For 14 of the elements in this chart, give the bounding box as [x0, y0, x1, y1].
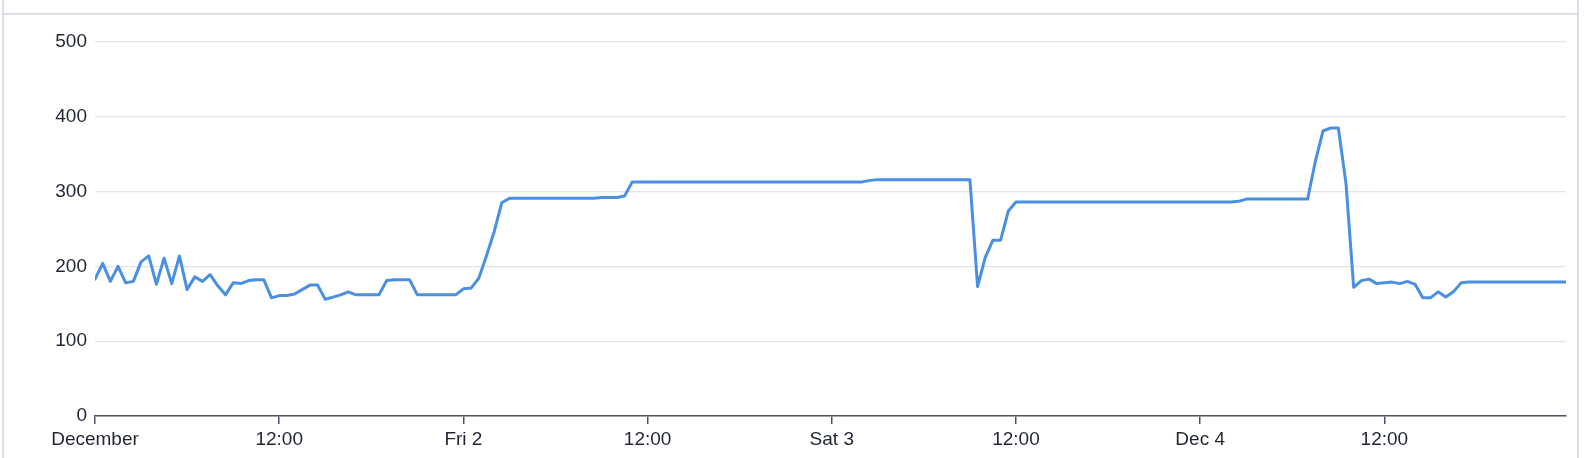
x-tick-label: December	[51, 427, 140, 449]
y-tick-label: 300	[55, 179, 87, 201]
x-tick-label: 12:00	[255, 427, 303, 449]
y-tick-label: 100	[55, 329, 87, 351]
y-tick-label: 0	[76, 404, 87, 426]
y-tick-label: 500	[55, 30, 87, 52]
x-tick-label: 12:00	[623, 427, 672, 449]
y-tick-label: 200	[55, 254, 87, 276]
x-tick-label: 12:00	[1360, 427, 1409, 449]
x-tick-label: Sat 3	[809, 427, 854, 449]
y-tick-label: 400	[55, 105, 87, 127]
x-tick-label: 12:00	[992, 427, 1040, 449]
x-tick-label: Dec 4	[1175, 427, 1226, 449]
x-tick-label: Fri 2	[444, 427, 483, 449]
